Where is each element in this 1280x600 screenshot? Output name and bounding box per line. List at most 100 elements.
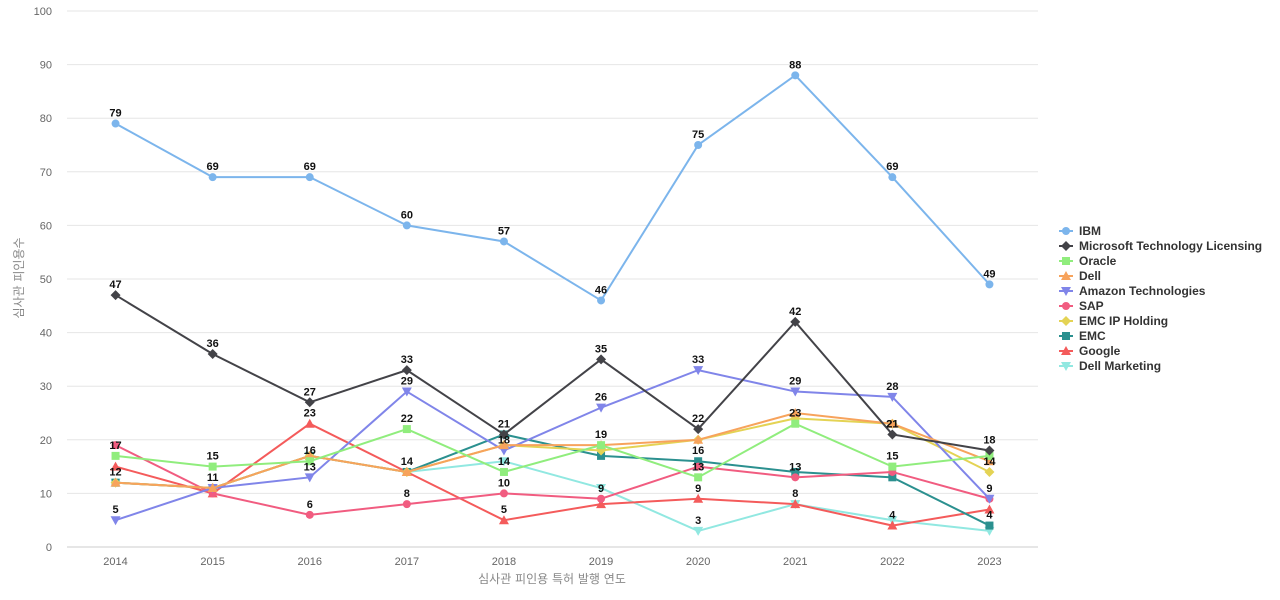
y-tick-label: 50: [40, 274, 52, 286]
data-point: [110, 290, 121, 301]
series-oracle: [111, 419, 994, 482]
data-point: [111, 119, 120, 128]
data-point: [694, 473, 703, 482]
y-tick-label: 60: [40, 220, 52, 232]
data-label: 36: [207, 338, 219, 350]
legend-label: EMC: [1079, 329, 1106, 343]
data-point: [597, 441, 606, 450]
y-axis-title: 심사관 피인용수: [12, 237, 26, 318]
data-label: 8: [404, 488, 410, 500]
data-label: 19: [595, 429, 607, 441]
data-label: 18: [983, 435, 995, 447]
data-point: [596, 403, 607, 413]
data-label: 4: [986, 510, 993, 522]
legend-label: SAP: [1079, 299, 1104, 313]
x-tick-label: 2017: [395, 556, 419, 568]
data-label: 47: [109, 279, 121, 291]
series-line: [115, 411, 990, 490]
data-label: 11: [207, 472, 219, 484]
legend-symbol: [1061, 241, 1071, 251]
data-label: 8: [792, 488, 798, 500]
legend-item[interactable]: EMC IP Holding: [1059, 314, 1168, 328]
data-point: [207, 349, 218, 360]
data-label: 35: [595, 343, 607, 355]
data-label: 3: [695, 515, 701, 527]
series-line: [115, 422, 990, 479]
legend-symbol: [1061, 287, 1071, 296]
data-point: [305, 173, 314, 182]
y-tick-label: 90: [40, 60, 52, 72]
legend-item[interactable]: Amazon Technologies: [1059, 284, 1206, 298]
data-point: [498, 515, 509, 525]
legend-symbol: [1062, 332, 1070, 340]
data-point: [693, 424, 704, 435]
series-line: [115, 74, 991, 302]
data-point: [790, 499, 801, 509]
data-label: 22: [401, 413, 413, 425]
legend-label: Amazon Technologies: [1079, 284, 1206, 298]
data-label: 14: [498, 456, 511, 468]
data-label: 60: [401, 209, 413, 221]
data-point: [693, 366, 704, 376]
x-tick-label: 2023: [977, 556, 1001, 568]
data-label: 13: [789, 461, 801, 473]
data-label: 21: [498, 418, 510, 430]
data-label: 9: [986, 483, 992, 495]
data-label: 57: [498, 225, 510, 237]
x-tick-label: 2020: [686, 556, 710, 568]
data-point: [401, 387, 412, 397]
legend-item[interactable]: Dell: [1059, 269, 1101, 283]
legend-symbol: [1062, 227, 1070, 235]
data-label: 16: [304, 445, 316, 457]
data-label: 69: [304, 161, 316, 173]
data-point: [694, 457, 703, 466]
data-point: [208, 462, 217, 471]
legend-label: Oracle: [1079, 254, 1117, 268]
x-tick-label: 2015: [200, 556, 224, 568]
legend-symbol: [1062, 257, 1070, 265]
data-point: [499, 489, 508, 498]
data-point: [985, 280, 994, 289]
data-label: 9: [598, 483, 604, 495]
legend-label: Dell Marketing: [1079, 359, 1161, 373]
y-tick-label: 100: [34, 6, 52, 18]
data-point: [304, 418, 315, 428]
data-point: [111, 441, 120, 450]
data-point: [402, 500, 411, 509]
data-label: 28: [886, 381, 898, 393]
legend-label: IBM: [1079, 224, 1101, 238]
data-point: [499, 237, 508, 246]
data-label: 14: [401, 456, 414, 468]
data-point: [498, 429, 509, 440]
data-point: [596, 354, 607, 365]
series-line: [115, 294, 990, 452]
legend-item[interactable]: SAP: [1059, 299, 1104, 313]
data-point: [790, 387, 801, 397]
legend-item[interactable]: Microsoft Technology Licensing: [1059, 239, 1262, 253]
y-tick-label: 80: [40, 113, 52, 125]
data-label: 69: [207, 161, 219, 173]
legend-item[interactable]: EMC: [1059, 329, 1106, 343]
y-tick-label: 20: [40, 435, 52, 447]
data-point: [305, 457, 314, 466]
data-point: [888, 473, 897, 482]
data-point: [985, 451, 994, 460]
legend-item[interactable]: Google: [1059, 344, 1121, 358]
y-tick-label: 70: [40, 167, 52, 179]
data-label: 4: [889, 510, 896, 522]
legend-item[interactable]: IBM: [1059, 224, 1101, 238]
data-point: [984, 466, 995, 477]
legend-item[interactable]: Dell Marketing: [1059, 359, 1161, 373]
data-point: [110, 477, 121, 487]
series-line: [115, 422, 990, 527]
data-point: [791, 467, 800, 476]
x-tick-label: 2018: [492, 556, 516, 568]
legend-item[interactable]: Oracle: [1059, 254, 1117, 268]
data-label: 79: [109, 108, 121, 120]
legend-label: EMC IP Holding: [1079, 314, 1168, 328]
series-line: [115, 369, 991, 522]
data-label: 6: [307, 499, 313, 511]
